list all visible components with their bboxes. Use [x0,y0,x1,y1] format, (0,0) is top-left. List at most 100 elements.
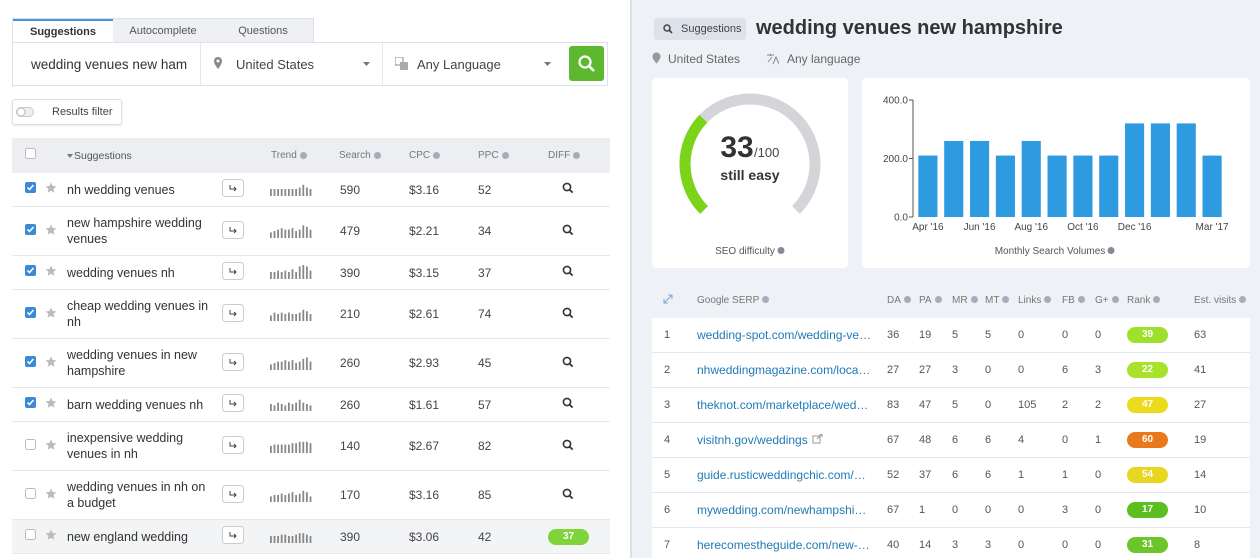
cpc: $3.16 [409,488,439,502]
bar [1048,156,1067,217]
column-header[interactable]: PA [919,295,932,306]
header-cell: Trend [255,150,335,161]
column-header[interactable]: Suggestions [74,150,132,162]
difficulty-lookup[interactable] [562,397,574,409]
page-title: wedding venues new hampshire [756,17,1063,40]
trend-bar [270,232,272,238]
column-header[interactable]: Est. visits [1194,295,1236,306]
checkbox[interactable] [25,439,37,451]
position: 3 [664,399,670,411]
column-header[interactable]: DIFF [548,150,570,161]
cell: 48 [912,434,945,446]
column-header[interactable]: DA [887,295,901,306]
serp-url[interactable]: mywedding.com/newhampshi… [697,503,866,517]
checkbox[interactable] [25,488,37,500]
difficulty-lookup[interactable] [562,439,574,451]
trend-bar [299,312,301,320]
column-header[interactable]: Google SERP [697,295,759,306]
location-select[interactable]: United States [236,57,314,72]
column-header[interactable]: Links [1018,295,1041,306]
column-header[interactable]: Trend [271,150,297,161]
header-cell: Google SERP [690,295,880,306]
star-icon[interactable] [45,307,57,319]
expand-button[interactable] [222,526,244,544]
query-input[interactable]: wedding venues new ham [31,57,187,72]
cell [45,224,62,239]
difficulty-lookup[interactable] [562,224,574,236]
column-header[interactable]: FB [1062,295,1075,306]
language-select[interactable]: Any Language [417,57,501,72]
tab[interactable]: Questions [213,19,313,43]
cell: 45 [474,356,540,370]
difficulty-lookup[interactable] [562,307,574,319]
filter-button[interactable]: Results filter [12,99,122,125]
trend-bar [306,311,308,321]
trend-bar [284,535,286,543]
sort-caret [67,154,74,159]
star-icon[interactable] [45,356,57,368]
expand-button[interactable] [222,262,244,280]
star-icon[interactable] [45,529,57,541]
difficulty-lookup[interactable] [562,182,574,194]
star-icon[interactable] [45,265,57,277]
expand-button[interactable] [222,436,244,454]
y-tick-label: 0.0 [894,213,908,224]
cell [12,224,45,239]
cell: $1.61 [405,398,474,412]
serp-url[interactable]: theknot.com/marketplace/wed… [697,398,868,412]
checkbox[interactable] [25,182,37,194]
metric: 48 [919,434,931,446]
checkbox[interactable] [25,224,37,236]
star-icon[interactable] [45,182,57,194]
column-header[interactable]: Search [339,150,371,161]
column-header[interactable]: Rank [1127,295,1150,306]
serp-url[interactable]: nhweddingmagazine.com/loca… [697,363,870,377]
search-button[interactable] [569,46,604,81]
cell: 19 [1187,434,1250,446]
checkbox[interactable] [25,529,37,541]
difficulty-lookup[interactable] [562,488,574,500]
column-header[interactable]: CPC [409,150,430,161]
star-icon[interactable] [45,397,57,409]
cell: 3 [1088,364,1120,376]
trend-bar [270,315,272,321]
serp-url[interactable]: wedding-spot.com/wedding-ve… [697,328,871,342]
expand-button[interactable] [222,221,244,239]
serp-url[interactable]: herecomestheguide.com/new-… [697,538,870,552]
tab[interactable]: Suggestions [13,19,113,43]
cell: 41 [1187,364,1250,376]
tab[interactable]: Autocomplete [113,19,213,43]
x-tick-label: Mar '17 [1196,222,1229,233]
difficulty-lookup[interactable] [562,356,574,368]
table-row: barn wedding venues nh260$1.6157 [12,388,610,422]
trend-bar [310,496,312,502]
column-header[interactable]: MR [952,295,968,306]
expand-button[interactable] [222,485,244,503]
star-icon[interactable] [45,488,57,500]
checkbox[interactable] [25,265,37,277]
checkbox[interactable] [25,397,37,409]
keyword: wedding venues in nh on a budget [62,471,215,519]
checkbox[interactable] [25,307,37,319]
column-header[interactable]: PPC [478,150,499,161]
expand-button[interactable] [222,304,244,322]
est-visits: 10 [1194,504,1206,516]
expand-button[interactable] [222,353,244,371]
cell [215,353,255,374]
metric: 52 [887,469,899,481]
checkbox[interactable] [25,356,37,368]
serp-url[interactable]: guide.rusticweddingchic.com/… [697,468,866,482]
column-header[interactable]: G+ [1095,295,1109,306]
keyword: cheap wedding venues in nh [62,290,215,338]
expand-button[interactable] [222,394,244,412]
difficulty-lookup[interactable] [562,265,574,277]
trend-bar [274,363,276,370]
serp-url[interactable]: visitnh.gov/weddings [697,433,808,447]
star-icon[interactable] [45,224,57,236]
column-header[interactable]: MT [985,295,999,306]
expand-button[interactable] [222,179,244,197]
star-icon[interactable] [45,439,57,451]
trend-bar [299,266,301,279]
serp-row: 1wedding-spot.com/wedding-ve…36195500039… [652,318,1250,353]
trend-bar [270,446,272,453]
